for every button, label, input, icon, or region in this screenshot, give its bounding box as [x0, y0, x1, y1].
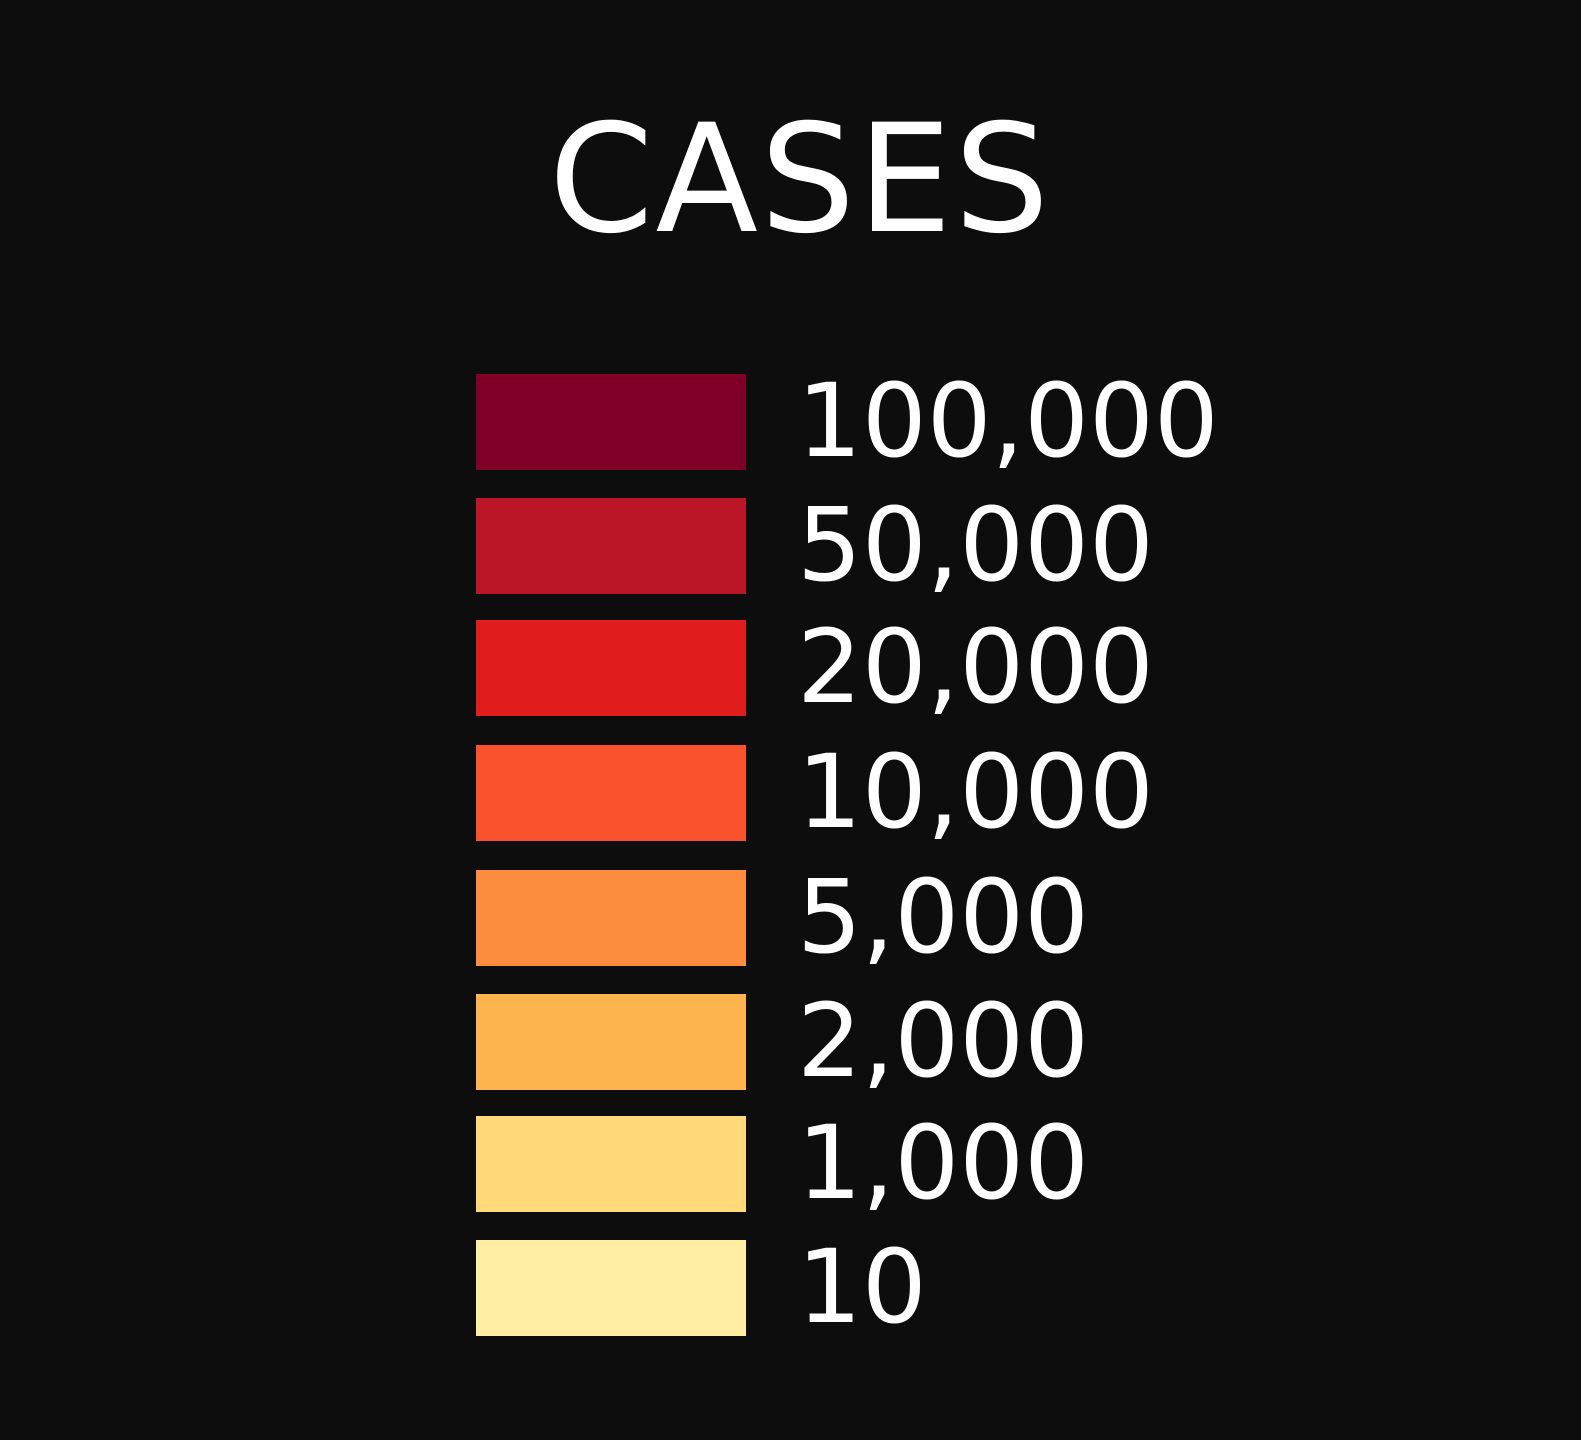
legend-label: 1,000 — [797, 1104, 1090, 1223]
legend-label: 50,000 — [797, 486, 1154, 605]
legend-label: 5,000 — [797, 858, 1090, 977]
legend-swatch — [476, 745, 746, 841]
legend-label: 100,000 — [797, 362, 1219, 481]
legend-swatch — [476, 870, 746, 966]
legend-swatch — [476, 1240, 746, 1336]
legend-label: 20,000 — [797, 608, 1154, 727]
legend-swatch — [476, 498, 746, 594]
legend-item: 1,000 — [0, 1110, 1581, 1218]
legend-item: 10 — [0, 1234, 1581, 1342]
legend-title: CASES — [548, 93, 1052, 267]
legend-swatch — [476, 620, 746, 716]
legend-item: 5,000 — [0, 864, 1581, 972]
legend-item: 2,000 — [0, 988, 1581, 1096]
legend-item: 10,000 — [0, 739, 1581, 847]
legend-swatch — [476, 994, 746, 1090]
legend-swatch — [476, 374, 746, 470]
legend-label: 10 — [797, 1228, 927, 1347]
legend-label: 10,000 — [797, 733, 1154, 852]
legend-item: 20,000 — [0, 614, 1581, 722]
legend-label: 2,000 — [797, 982, 1090, 1101]
legend-swatch — [476, 1116, 746, 1212]
legend-item: 50,000 — [0, 492, 1581, 600]
legend-item: 100,000 — [0, 368, 1581, 476]
